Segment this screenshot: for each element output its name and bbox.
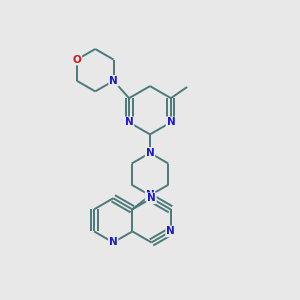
Text: N: N (147, 193, 156, 203)
Text: N: N (167, 117, 175, 127)
Text: N: N (109, 238, 118, 248)
Text: N: N (146, 148, 154, 158)
Text: N: N (109, 76, 118, 86)
Text: N: N (166, 226, 175, 236)
Text: O: O (73, 55, 81, 64)
Text: N: N (125, 117, 134, 127)
Text: N: N (146, 190, 154, 200)
